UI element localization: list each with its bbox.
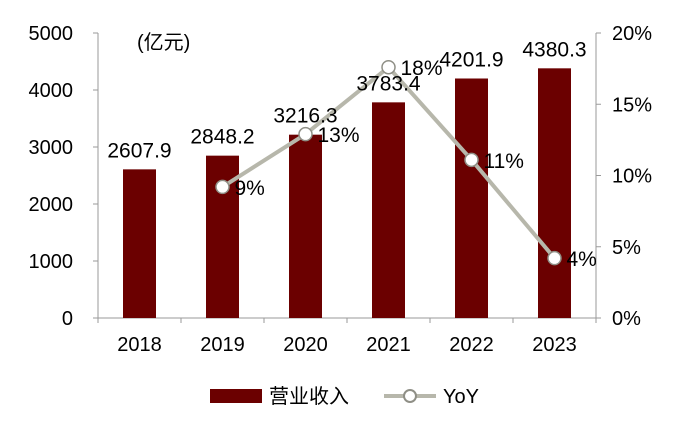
yoy-value-label: 11%	[484, 150, 524, 173]
yoy-value-label: 4%	[567, 248, 597, 271]
bar	[455, 78, 488, 318]
y-left-tick-label: 0	[62, 308, 73, 330]
x-tick-label: 2018	[117, 334, 162, 356]
legend-line-label: YoY	[443, 386, 479, 408]
y-right-tick-label: 5%	[612, 237, 641, 259]
yoy-value-label: 9%	[235, 177, 265, 200]
legend: 营业收入 YoY	[210, 385, 479, 408]
bar-value-label: 4380.3	[522, 38, 586, 61]
bar-value-label: 3216.3	[273, 105, 337, 128]
x-tick-label: 2022	[449, 334, 494, 356]
bar	[289, 134, 322, 318]
unit-label: (亿元)	[137, 31, 190, 54]
data-labels: 2607.9 2848.2 3216.3 3783.4 4201.9 4380.3 9% 13…	[107, 38, 596, 271]
yoy-value-label: 13%	[318, 124, 360, 147]
bar	[538, 68, 571, 318]
y-left-tick-label: 5000	[29, 23, 74, 45]
y-right-tick-label: 15%	[612, 94, 652, 116]
bar-value-label: 3783.4	[356, 72, 421, 95]
y-left-tick-label: 3000	[29, 137, 74, 159]
yoy-value-label: 18%	[401, 57, 443, 80]
x-tick-label: 2019	[200, 334, 245, 356]
axes: 0 1000 2000 3000 4000 5000 0% 5% 10% 15% 20% 2018 20…	[29, 23, 653, 356]
bar-value-label: 4201.9	[439, 48, 503, 71]
bar-series	[123, 68, 571, 319]
y-left-tick-label: 2000	[29, 194, 74, 216]
bar-value-label: 2607.9	[107, 139, 171, 162]
line-point	[215, 179, 230, 195]
legend-line-marker	[403, 389, 417, 403]
bar-value-label: 2848.2	[190, 126, 254, 149]
bar	[372, 102, 405, 319]
line-series	[215, 59, 562, 266]
line-point	[547, 250, 562, 266]
x-tick-label: 2023	[532, 334, 577, 356]
y-right-tick-label: 10%	[612, 166, 652, 188]
bar	[123, 169, 156, 318]
x-tick-label: 2020	[283, 334, 328, 356]
line-point	[381, 59, 396, 75]
y-right-tick-label: 20%	[612, 23, 652, 45]
legend-bar-swatch	[210, 389, 262, 403]
line-point	[298, 126, 313, 142]
y-right-tick-label: 0%	[612, 308, 641, 330]
line-point	[464, 152, 479, 168]
legend-bar-label: 营业收入	[269, 385, 349, 408]
y-left-tick-label: 1000	[29, 251, 74, 273]
x-tick-label: 2021	[366, 334, 411, 356]
y-left-tick-label: 4000	[29, 80, 74, 102]
